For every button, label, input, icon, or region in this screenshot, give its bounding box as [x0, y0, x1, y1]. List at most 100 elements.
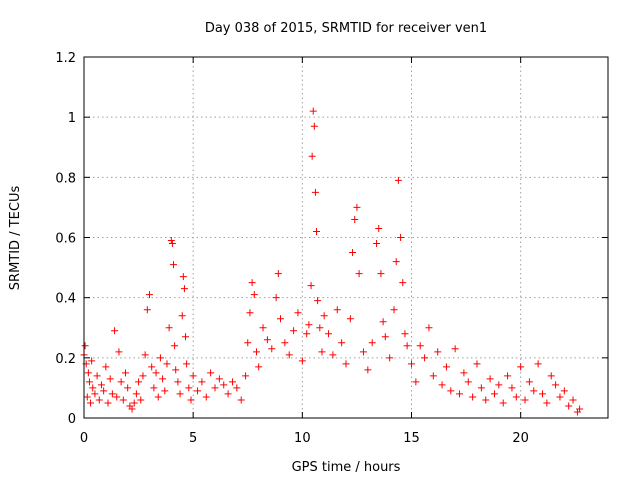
- data-point: [268, 345, 276, 353]
- data-point: [364, 366, 372, 374]
- data-point: [246, 309, 254, 317]
- data-point: [298, 357, 306, 365]
- data-point: [146, 291, 153, 299]
- data-point: [135, 378, 143, 386]
- data-point: [456, 390, 464, 398]
- data-point: [355, 270, 363, 278]
- data-point: [310, 122, 318, 130]
- data-point: [303, 330, 311, 338]
- data-point: [464, 378, 472, 386]
- data-point: [272, 294, 280, 302]
- data-point: [499, 399, 507, 407]
- data-point: [525, 378, 533, 386]
- data-point: [81, 342, 89, 350]
- y-axis-label: SRMTID / TECUs: [8, 186, 23, 291]
- data-point: [508, 384, 516, 392]
- data-point: [179, 273, 187, 281]
- data-point: [167, 237, 175, 245]
- data-point: [85, 378, 93, 386]
- data-point: [244, 339, 252, 347]
- data-point: [305, 321, 313, 329]
- data-point: [93, 372, 101, 380]
- data-point: [89, 384, 97, 392]
- data-point: [490, 390, 498, 398]
- data-point: [556, 393, 564, 401]
- data-point: [401, 330, 409, 338]
- data-point: [329, 351, 337, 359]
- data-point: [349, 249, 357, 257]
- data-point: [180, 285, 188, 293]
- data-point: [416, 342, 424, 350]
- data-point: [482, 396, 490, 404]
- data-point: [252, 348, 260, 356]
- data-point: [392, 258, 400, 266]
- data-point: [399, 279, 407, 287]
- data-point: [397, 234, 405, 241]
- data-point: [381, 333, 389, 341]
- data-point: [150, 384, 158, 392]
- data-point: [351, 215, 359, 223]
- data-point: [309, 107, 317, 115]
- data-point: [421, 354, 429, 362]
- data-point: [565, 402, 573, 410]
- data-point: [237, 396, 245, 404]
- data-point: [438, 381, 446, 389]
- data-point: [368, 339, 376, 347]
- data-point: [137, 396, 145, 404]
- data-point: [183, 360, 191, 368]
- data-point: [211, 384, 219, 392]
- data-point: [248, 279, 256, 287]
- data-point: [174, 378, 182, 386]
- data-point: [325, 330, 333, 338]
- data-point: [124, 384, 132, 392]
- data-point: [224, 390, 232, 398]
- data-point: [259, 324, 267, 332]
- data-point: [346, 315, 354, 323]
- data-point: [102, 363, 110, 371]
- data-point: [451, 345, 459, 353]
- data-point: [552, 381, 560, 389]
- data-point: [194, 387, 202, 395]
- data-point: [353, 203, 361, 211]
- data-point: [84, 369, 92, 377]
- data-point: [534, 360, 542, 368]
- data-point: [504, 372, 512, 380]
- data-point: [172, 366, 180, 374]
- x-tick-label: 0: [80, 431, 88, 446]
- data-point: [163, 360, 171, 368]
- data-point: [547, 372, 555, 380]
- data-point: [576, 405, 584, 413]
- data-point: [87, 399, 95, 407]
- data-points: [80, 107, 584, 416]
- data-point: [386, 354, 394, 362]
- data-point: [318, 348, 326, 356]
- x-tick-label: 10: [294, 431, 311, 446]
- data-point: [115, 348, 123, 356]
- data-point: [161, 387, 169, 395]
- data-point: [108, 390, 116, 398]
- data-point: [477, 384, 485, 392]
- data-point: [313, 227, 321, 235]
- data-point: [113, 393, 121, 401]
- data-point: [139, 372, 147, 380]
- data-point: [373, 240, 381, 248]
- data-point: [198, 378, 206, 386]
- y-tick-label: 0: [68, 412, 76, 427]
- data-point: [215, 375, 223, 383]
- data-point: [442, 363, 450, 371]
- data-point: [316, 324, 324, 332]
- data-point: [512, 393, 520, 401]
- y-tick-label: 1: [68, 111, 76, 126]
- data-point: [228, 378, 236, 386]
- data-point: [220, 381, 228, 389]
- data-point: [530, 387, 538, 395]
- data-point: [154, 393, 162, 401]
- data-point: [569, 396, 577, 404]
- data-point: [111, 327, 119, 335]
- x-tick-label: 20: [512, 431, 529, 446]
- data-point: [539, 390, 546, 398]
- data-point: [281, 339, 289, 347]
- data-point: [187, 396, 195, 404]
